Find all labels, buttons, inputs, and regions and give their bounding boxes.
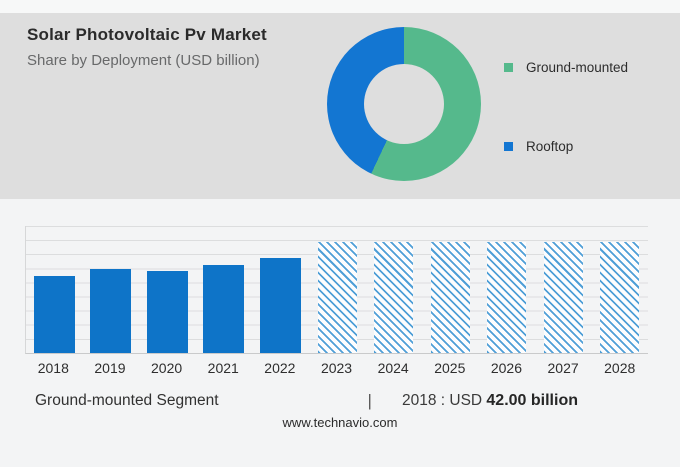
x-tick-2028: 2028 xyxy=(604,360,636,376)
caption-value: 2018 : USD 42.00 billion xyxy=(402,392,578,410)
bar-2020 xyxy=(146,271,188,353)
forecast-bar-2027 xyxy=(543,242,583,353)
x-tick-2027: 2027 xyxy=(547,360,579,376)
caption-separator: | xyxy=(367,391,372,410)
bar-slot-2023 xyxy=(309,242,366,353)
forecast-bar-2023 xyxy=(317,242,357,353)
x-tick-2018: 2018 xyxy=(37,360,69,376)
forecast-bar-2028 xyxy=(600,242,640,353)
forecast-bar-2026 xyxy=(487,242,527,353)
bar-2022 xyxy=(259,258,301,353)
bar-x-labels: 2018 2019 2020 2021 2022 2023 2024 2025 2026 2027… xyxy=(25,354,648,376)
donut-chart xyxy=(327,27,481,181)
x-tick-2019: 2019 xyxy=(94,360,126,376)
bar-slot-2022 xyxy=(252,258,309,353)
bar-slot-2026 xyxy=(478,242,535,353)
legend-item-rooftop: Rooftop xyxy=(504,139,628,154)
x-tick-2024: 2024 xyxy=(377,360,409,376)
top-margin-strip xyxy=(0,0,680,13)
page-subtitle: Share by Deployment (USD billion) xyxy=(27,52,260,69)
caption-row: Ground-mounted Segment | 2018 : USD 42.0… xyxy=(0,391,680,411)
bar-plot xyxy=(25,226,648,354)
x-tick-2020: 2020 xyxy=(151,360,183,376)
x-tick-2026: 2026 xyxy=(490,360,523,376)
legend-item-ground-mounted: Ground-mounted xyxy=(504,60,628,75)
caption-segment-label: Ground-mounted Segment xyxy=(35,392,219,409)
bar-slot-2019 xyxy=(83,269,140,353)
legend-label-ground-mounted: Ground-mounted xyxy=(526,60,629,75)
bar-slot-2020 xyxy=(139,271,196,353)
x-tick-2021: 2021 xyxy=(207,360,239,376)
forecast-bar-2024 xyxy=(374,242,414,353)
donut-hole xyxy=(364,64,444,144)
bar-slot-2024 xyxy=(365,242,422,353)
x-tick-2023: 2023 xyxy=(320,360,353,376)
x-tick-2025: 2025 xyxy=(434,360,466,376)
bar-slot-2027 xyxy=(535,242,592,353)
page-title: Solar Photovoltaic Pv Market xyxy=(27,25,267,44)
caption-value-prefix: 2018 : USD xyxy=(401,392,487,409)
website-link[interactable]: www.technavio.com xyxy=(282,415,398,430)
hero-panel: Solar Photovoltaic Pv Market Share by De… xyxy=(0,13,680,199)
bar-slot-2018 xyxy=(26,276,83,353)
donut-legend: Ground-mounted Rooftop xyxy=(504,60,628,218)
x-tick-2022: 2022 xyxy=(264,360,296,376)
bar-2018 xyxy=(33,276,75,353)
legend-swatch-ground-mounted xyxy=(504,63,513,72)
bar-2021 xyxy=(203,265,245,353)
header: Solar Photovoltaic Pv Market Share by De… xyxy=(27,25,267,69)
caption-value-bold: 42.00 billion xyxy=(486,392,578,409)
bar-slot-2025 xyxy=(422,242,479,353)
legend-label-rooftop: Rooftop xyxy=(526,139,574,154)
legend-swatch-rooftop xyxy=(504,142,513,151)
bar-slot-2028 xyxy=(591,242,648,353)
bar-slot-2021 xyxy=(196,265,253,353)
bar-chart-panel: 2018 2019 2020 2021 2022 2023 2024 2025 2026 2027… xyxy=(0,226,680,467)
forecast-bar-2025 xyxy=(430,242,470,353)
bar-2019 xyxy=(90,269,132,353)
